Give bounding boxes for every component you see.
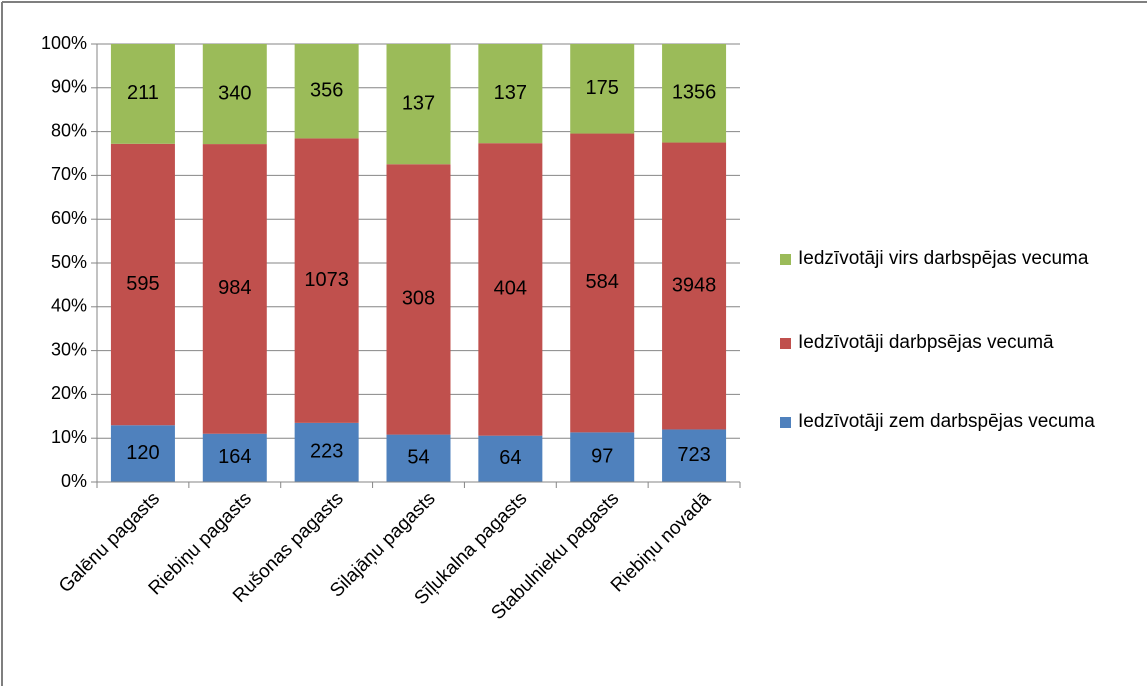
y-tick-label: 70%: [51, 164, 87, 184]
bar-segment: [386, 44, 451, 165]
bar-segment: [662, 142, 727, 430]
data-label: 223: [310, 441, 343, 463]
data-label: 211: [127, 82, 159, 104]
data-label: 1356: [672, 82, 717, 104]
legend-swatch: [780, 254, 791, 265]
y-tick-label: 50%: [51, 252, 87, 272]
bar-segment: [294, 138, 359, 423]
data-label: 97: [591, 445, 613, 467]
legend-label: Iedzīvotāji zem darbspējas vecuma: [798, 411, 1095, 432]
bar-segment: [570, 44, 635, 134]
legend-label: Iedzīvotāji darbpsējas vecumā: [798, 332, 1054, 353]
y-tick-label: 30%: [51, 339, 87, 359]
data-label: 356: [310, 79, 343, 101]
bar-segment: [110, 44, 175, 144]
y-tick-label: 80%: [51, 120, 87, 140]
data-label: 308: [402, 288, 435, 310]
y-tick-label: 40%: [51, 296, 87, 316]
bar-segment: [662, 44, 727, 143]
bar-segment: [386, 164, 451, 435]
y-tick-label: 60%: [51, 208, 87, 228]
y-tick-label: 10%: [51, 427, 87, 447]
data-label: 54: [407, 447, 429, 469]
bar-segment: [478, 44, 543, 144]
y-tick-label: 0%: [61, 471, 87, 491]
x-tick-label: Riebiņu novadā: [607, 488, 716, 597]
legend-swatch: [780, 417, 791, 428]
bar-segment: [202, 433, 267, 482]
bar-segment: [294, 422, 359, 482]
data-label: 164: [218, 446, 251, 468]
data-label: 984: [218, 277, 251, 299]
bar-segment: [386, 434, 451, 482]
bar-segment: [202, 44, 267, 145]
data-label: 64: [499, 447, 521, 469]
data-label: 340: [218, 82, 251, 104]
legend-swatch: [780, 338, 791, 349]
bar-segment: [294, 44, 359, 139]
bar-segment: [478, 143, 543, 436]
data-label: 137: [494, 82, 527, 104]
data-label: 137: [402, 92, 435, 114]
data-label: 595: [126, 273, 159, 295]
y-tick-label: 100%: [41, 33, 87, 53]
y-tick-label: 90%: [51, 77, 87, 97]
y-tick-label: 20%: [51, 383, 87, 403]
data-label: 1073: [304, 269, 349, 291]
bar-segment: [110, 143, 175, 426]
data-label: 175: [586, 77, 619, 99]
bar-segment: [570, 133, 635, 433]
data-label: 120: [126, 442, 159, 464]
bar-segment: [662, 429, 727, 482]
data-label: 404: [494, 278, 527, 300]
bar-segment: [570, 432, 635, 482]
bar-segment: [202, 144, 267, 434]
data-label: 584: [586, 271, 619, 293]
bar-segment: [478, 435, 543, 482]
data-label: 723: [677, 444, 710, 466]
legend-label: Iedzīvotāji virs darbspējas vecuma: [798, 248, 1089, 269]
bar-segment: [110, 425, 175, 482]
data-label: 3948: [672, 274, 717, 296]
